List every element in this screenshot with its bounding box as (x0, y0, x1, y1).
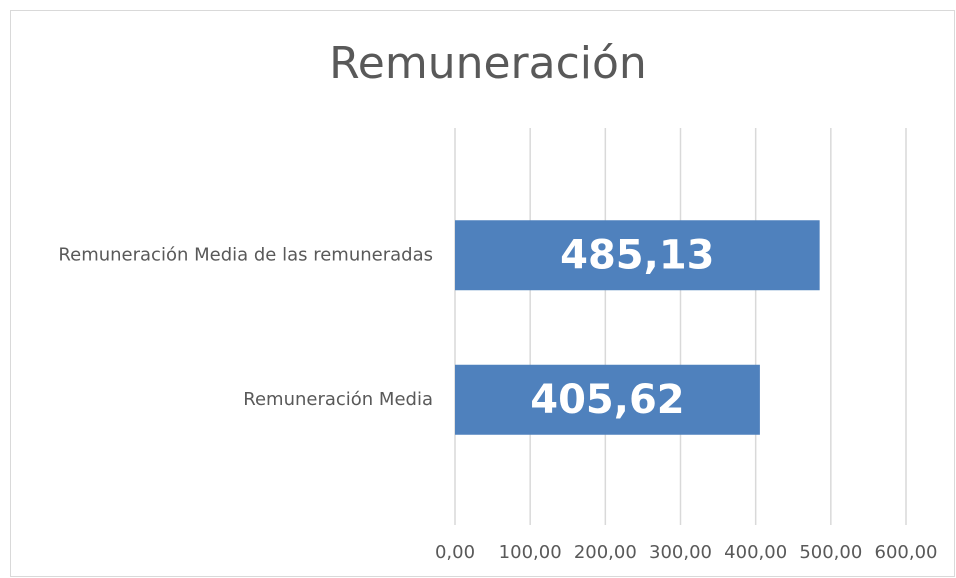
data-label: 485,13 (560, 232, 714, 278)
chart-title: Remuneración (329, 38, 647, 89)
y-tick-label: Remuneración Media de las remuneradas (58, 244, 433, 265)
chart-frame (10, 10, 955, 577)
bar (455, 364, 760, 435)
x-tick-label: 500,00 (799, 542, 862, 563)
x-tick-label: 0,00 (435, 542, 475, 563)
data-label: 405,62 (530, 377, 684, 423)
x-tick-label: 100,00 (499, 542, 562, 563)
x-tick-label: 200,00 (574, 542, 637, 563)
x-tick-label: 400,00 (724, 542, 787, 563)
y-tick-label: Remuneración Media (243, 389, 433, 410)
bar (455, 220, 820, 291)
x-tick-label: 300,00 (649, 542, 712, 563)
x-tick-label: 600,00 (875, 542, 938, 563)
